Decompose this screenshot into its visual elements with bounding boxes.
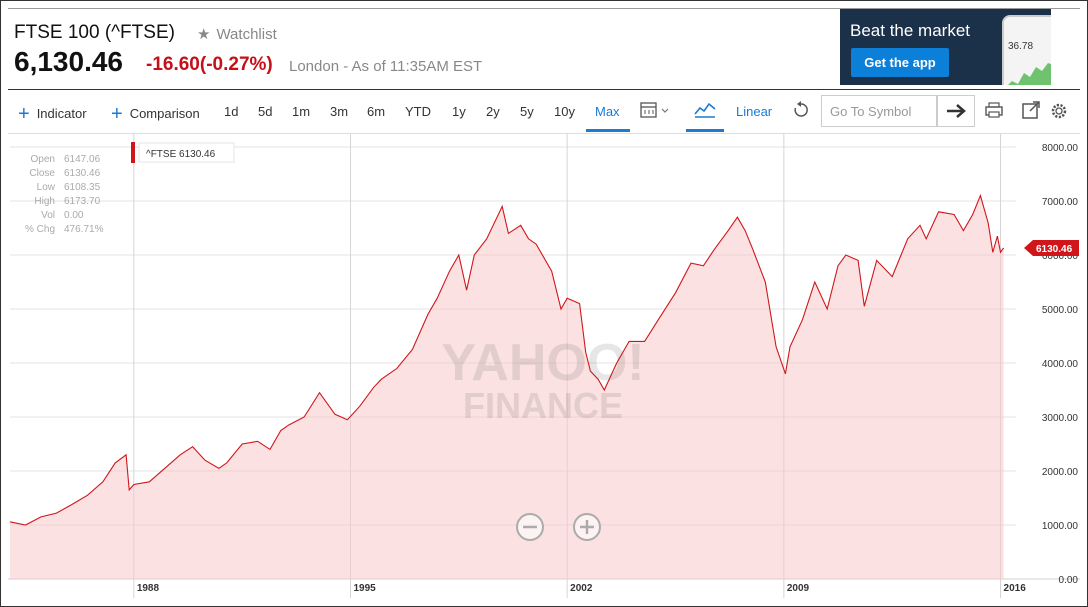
y-tick-label: 0.00 bbox=[1059, 575, 1079, 586]
external-link-icon bbox=[1022, 101, 1040, 119]
y-axis: 0.00 1000.00 2000.00 3000.00 4000.00 5000.00 6… bbox=[1042, 143, 1079, 586]
phone-value: 36.78 bbox=[1008, 41, 1034, 52]
print-button[interactable] bbox=[984, 101, 1004, 122]
price-change: -16.60(-0.27%) bbox=[146, 54, 273, 76]
symbol-legend-box bbox=[138, 142, 235, 163]
watermark: YAHOO! FINANCE bbox=[441, 334, 644, 426]
range-2y[interactable]: 2y bbox=[486, 104, 500, 119]
ohlc-label: % Chg bbox=[25, 224, 55, 235]
x-tick-label: 2009 bbox=[787, 583, 810, 594]
phone-image: 36.78 bbox=[1002, 15, 1051, 85]
change-value: -16.60 bbox=[146, 54, 200, 75]
plus-icon: + bbox=[111, 103, 123, 125]
ohlc-value: 0.00 bbox=[64, 210, 84, 221]
chart-toolbar: + Indicator + Comparison 1d 5d 1m 3m 6m YT… bbox=[0, 94, 1088, 132]
comparison-label: Comparison bbox=[129, 106, 200, 121]
symbol-search-input[interactable]: Go To Symbol bbox=[821, 95, 937, 127]
range-1m[interactable]: 1m bbox=[292, 104, 311, 119]
ohlc-value: 6108.35 bbox=[64, 182, 101, 193]
top-divider bbox=[8, 8, 1080, 9]
get-app-button[interactable]: Get the app bbox=[851, 48, 949, 77]
star-icon: ★ bbox=[197, 26, 211, 43]
reset-button[interactable] bbox=[792, 101, 810, 122]
series-color-swatch bbox=[131, 142, 135, 163]
range-max[interactable]: Max bbox=[595, 104, 620, 119]
range-3m[interactable]: 3m bbox=[330, 104, 349, 119]
scale-button[interactable]: Linear bbox=[736, 104, 773, 119]
gear-icon bbox=[1051, 103, 1067, 119]
range-1y[interactable]: 1y bbox=[452, 104, 466, 119]
ad-title: Beat the market bbox=[850, 21, 971, 40]
y-tick-label: 1000.00 bbox=[1042, 521, 1079, 532]
app-ad-banner[interactable]: Beat the market Get the app 36.78 bbox=[840, 9, 1051, 85]
y-tick-label: 8000.00 bbox=[1042, 143, 1079, 154]
ohlc-value: 476.71% bbox=[64, 224, 104, 235]
symbol-legend-label: ^FTSE 6130.46 bbox=[146, 149, 216, 160]
comparison-button[interactable]: + Comparison bbox=[111, 101, 200, 125]
range-ytd[interactable]: YTD bbox=[405, 104, 431, 119]
active-chart-type-indicator bbox=[686, 129, 724, 132]
y-tick-label: 5000.00 bbox=[1042, 305, 1079, 316]
x-tick-label: 1988 bbox=[137, 583, 160, 594]
ohlc-label: Open bbox=[31, 154, 55, 165]
area-chart-icon bbox=[694, 102, 716, 118]
header-divider bbox=[8, 89, 1080, 90]
x-axis: 1988 1995 2002 2009 2016 bbox=[137, 583, 1026, 594]
print-icon bbox=[985, 102, 1003, 118]
last-price-label: 6130.46 bbox=[1036, 244, 1073, 255]
price-line bbox=[9, 193, 1005, 526]
indicator-label: Indicator bbox=[36, 106, 87, 121]
plus-icon: + bbox=[18, 103, 30, 125]
last-price-marker: 6130.46 bbox=[1024, 239, 1079, 256]
x-tick-label: 2016 bbox=[1004, 583, 1027, 594]
price-area bbox=[10, 195, 1004, 579]
range-5d[interactable]: 5d bbox=[258, 104, 273, 119]
ohlc-label: Low bbox=[37, 182, 56, 193]
ohlc-label: Close bbox=[29, 168, 55, 179]
zoom-out-button[interactable] bbox=[516, 513, 544, 541]
quote-title: FTSE 100 (^FTSE) bbox=[14, 22, 175, 43]
zoom-in-button[interactable] bbox=[573, 513, 601, 541]
range-6m[interactable]: 6m bbox=[367, 104, 386, 119]
toolbar-divider bbox=[8, 133, 1080, 134]
active-range-indicator bbox=[586, 129, 630, 132]
indicator-button[interactable]: + Indicator bbox=[18, 101, 87, 125]
quote-timestamp: London - As of 11:35AM EST bbox=[289, 58, 483, 75]
y-tick-label: 2000.00 bbox=[1042, 467, 1079, 478]
y-tick-label: 3000.00 bbox=[1042, 413, 1079, 424]
watchlist-button[interactable]: ★ Watchlist bbox=[197, 25, 277, 44]
chart-type-button[interactable] bbox=[694, 100, 716, 121]
symbol-legend[interactable]: ^FTSE 6130.46 bbox=[131, 142, 235, 163]
range-10y[interactable]: 10y bbox=[554, 104, 575, 119]
reset-icon bbox=[794, 101, 808, 117]
y-tick-label: 4000.00 bbox=[1042, 359, 1079, 370]
ohlc-legend: Open 6147.06 Close 6130.46 Low 6108.35 High 617… bbox=[25, 154, 104, 235]
settings-button[interactable] bbox=[1049, 101, 1069, 124]
ohlc-label: Vol bbox=[41, 210, 55, 221]
y-tick-label: 7000.00 bbox=[1042, 197, 1079, 208]
watermark-line-2: FINANCE bbox=[463, 385, 623, 426]
watermark-line-1: YAHOO! bbox=[441, 334, 644, 392]
phone-chart-icon bbox=[1008, 63, 1051, 85]
range-5y[interactable]: 5y bbox=[520, 104, 534, 119]
ohlc-value: 6147.06 bbox=[64, 154, 101, 165]
last-price-arrow bbox=[1024, 239, 1079, 256]
arrow-right-icon bbox=[947, 104, 966, 118]
y-tick-label: 6000.00 bbox=[1042, 251, 1079, 262]
ohlc-value: 6173.70 bbox=[64, 196, 101, 207]
ohlc-value: 6130.46 bbox=[64, 168, 101, 179]
date-range-button[interactable] bbox=[640, 101, 670, 122]
fullscreen-button[interactable] bbox=[1021, 100, 1041, 123]
ohlc-label: High bbox=[34, 196, 55, 207]
go-button[interactable] bbox=[937, 95, 975, 127]
change-percent: (-0.27%) bbox=[199, 54, 273, 75]
calendar-icon bbox=[640, 102, 669, 118]
current-price: 6,130.46 bbox=[14, 46, 123, 77]
x-tick-label: 1995 bbox=[353, 583, 376, 594]
watchlist-label: Watchlist bbox=[216, 25, 277, 43]
x-tick-label: 2002 bbox=[570, 583, 593, 594]
range-1d[interactable]: 1d bbox=[224, 104, 239, 119]
